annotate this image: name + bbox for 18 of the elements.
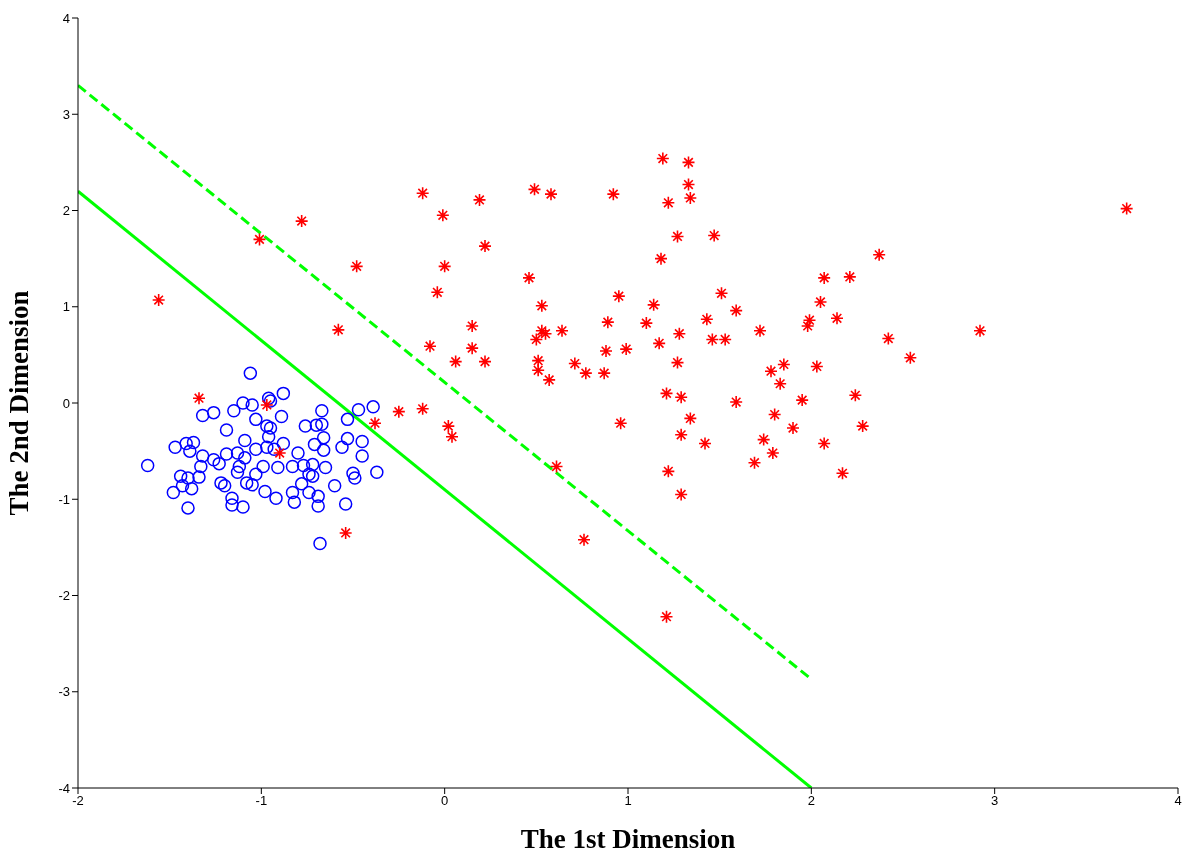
y-tick-label: 4 <box>62 10 70 26</box>
x-tick-label: 2 <box>807 793 815 809</box>
y-tick-label: 3 <box>62 106 70 122</box>
x-tick-label: 3 <box>991 793 999 809</box>
y-tick-label: 0 <box>62 395 70 411</box>
x-tick-label: -2 <box>72 793 84 809</box>
y-tick-label: 1 <box>62 299 70 315</box>
x-tick-label: 0 <box>441 793 449 809</box>
x-tick-label: -1 <box>255 793 268 809</box>
y-tick-label: -1 <box>58 491 70 507</box>
y-tick-label: 2 <box>62 203 70 219</box>
x-tick-label: 1 <box>624 793 632 809</box>
x-axis-title: The 1st Dimension <box>520 824 736 854</box>
x-tick-label: 4 <box>1174 793 1182 809</box>
y-tick-label: -3 <box>58 684 70 700</box>
y-axis-title: The 2nd Dimension <box>3 290 34 516</box>
y-tick-label: -4 <box>58 780 70 796</box>
y-tick-label: -2 <box>58 588 70 604</box>
